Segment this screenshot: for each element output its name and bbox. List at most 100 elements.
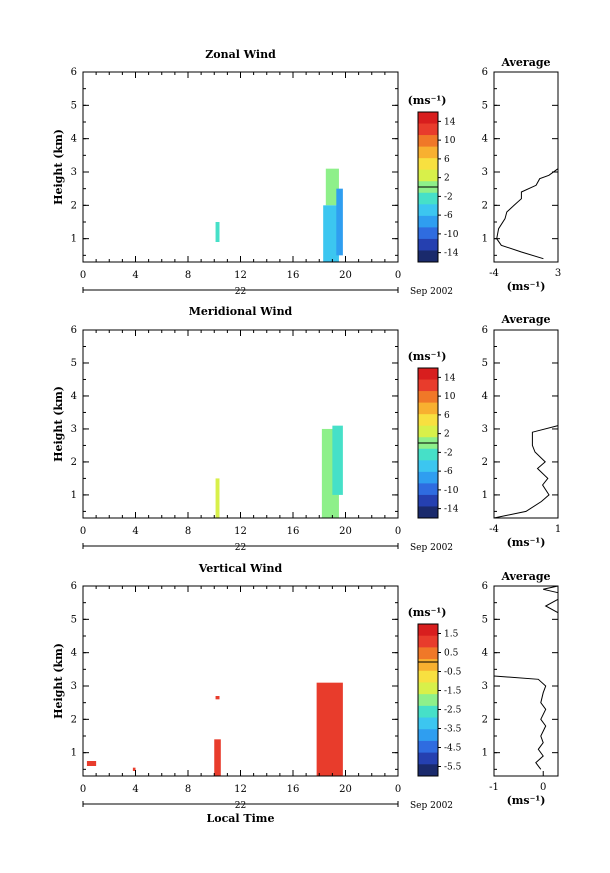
y-tick-label: 6 — [71, 67, 77, 78]
y-tick-label: 2 — [71, 457, 77, 468]
data-cell — [214, 739, 221, 776]
avg-y-tick-label: 6 — [482, 581, 488, 592]
avg-x-tick-label: 0 — [540, 782, 546, 793]
colorbar-tick-label: 10 — [444, 136, 456, 146]
colorbar-tick-label: 14 — [444, 117, 456, 127]
panel-title: Meridional Wind — [189, 305, 293, 318]
colorbar-unit: (ms⁻¹) — [408, 606, 447, 619]
average-frame — [493, 71, 559, 263]
y-tick-label: 2 — [71, 200, 77, 211]
colorbar-swatch — [418, 729, 438, 742]
y-tick-label: 4 — [71, 391, 77, 402]
colorbar-tick-label: -5.5 — [444, 763, 462, 773]
avg-y-tick-label: 2 — [482, 714, 488, 725]
avg-y-tick-label: 3 — [482, 167, 488, 178]
x-tick-label: 8 — [185, 526, 191, 537]
colorbar-swatch — [418, 227, 438, 240]
y-tick-label: 3 — [71, 424, 77, 435]
data-cell — [86, 761, 97, 766]
data-cell — [332, 425, 343, 495]
colorbar-swatch — [418, 448, 438, 461]
colorbar-swatch — [418, 204, 438, 217]
x-tick-label: 0 — [80, 784, 86, 795]
date-marker: 22 — [235, 287, 246, 297]
avg-y-tick-label: 5 — [482, 614, 488, 625]
date-label: Sep 2002 — [410, 801, 453, 811]
y-tick-label: 5 — [71, 358, 77, 369]
x-tick-label: 16 — [287, 270, 300, 281]
x-tick-label: 0 — [80, 270, 86, 281]
avg-y-tick-label: 3 — [482, 681, 488, 692]
y-tick-label: 4 — [71, 648, 77, 659]
data-cell — [215, 696, 220, 700]
y-tick-label: 3 — [71, 167, 77, 178]
colorbar-swatch — [418, 659, 438, 672]
y-tick-label: 3 — [71, 681, 77, 692]
avg-y-tick-label: 1 — [482, 234, 488, 245]
colorbar-tick-label: -2.5 — [444, 706, 462, 716]
colorbar-swatch — [418, 764, 438, 777]
y-tick-label: 6 — [71, 325, 77, 336]
colorbar-swatch — [418, 682, 438, 695]
y-tick-label: 5 — [71, 614, 77, 625]
x-tick-label: 8 — [185, 270, 191, 281]
colorbar-swatch — [418, 391, 438, 404]
avg-x-tick-label: 3 — [555, 268, 561, 279]
average-title: Average — [500, 313, 550, 326]
average-title: Average — [500, 56, 550, 69]
plot-frame — [82, 71, 399, 263]
y-axis-label: Height (km) — [52, 386, 65, 462]
colorbar: (ms⁻¹) 1.5 0.5 -0.5 -1.5 -2.5 -3.5 -4.5 -5.5 — [408, 606, 462, 777]
colorbar-swatch — [418, 460, 438, 473]
colorbar-swatch — [418, 471, 438, 484]
colorbar-swatch — [418, 112, 438, 125]
colorbar-tick-label: 10 — [444, 392, 456, 402]
colorbar-swatch — [418, 192, 438, 205]
x-tick-label: 16 — [287, 526, 300, 537]
colorbar-tick-label: -10 — [444, 230, 459, 240]
avg-y-tick-label: 6 — [482, 325, 488, 336]
date-label: Sep 2002 — [410, 287, 453, 297]
colorbar-swatch — [418, 158, 438, 171]
colorbar-swatch — [418, 717, 438, 730]
average-profile-line — [493, 425, 559, 519]
avg-y-tick-label: 5 — [482, 358, 488, 369]
avg-y-tick-label: 3 — [482, 424, 488, 435]
colorbar-swatch — [418, 250, 438, 263]
y-axis-label: Height (km) — [52, 643, 65, 719]
colorbar-swatch — [418, 494, 438, 507]
y-tick-label: 1 — [71, 748, 77, 759]
colorbar-tick-label: 2 — [444, 430, 450, 440]
avg-x-tick-label: -4 — [489, 524, 499, 535]
avg-y-tick-label: 5 — [482, 100, 488, 111]
colorbar-tick-label: -2 — [444, 448, 453, 458]
avg-y-tick-label: 4 — [482, 648, 488, 659]
x-tick-label: 12 — [234, 784, 247, 795]
avg-x-tick-label: 1 — [555, 524, 561, 535]
average-profile-line — [496, 168, 559, 260]
x-tick-label: 0 — [395, 526, 401, 537]
colorbar-swatch — [418, 635, 438, 648]
y-tick-label: 6 — [71, 581, 77, 592]
colorbar-tick-label: 14 — [444, 373, 456, 383]
colorbar-tick-label: -3.5 — [444, 725, 462, 735]
colorbar-tick-label: -14 — [444, 249, 459, 259]
date-label: Sep 2002 — [410, 543, 453, 553]
x-axis-label: Local Time — [207, 812, 275, 825]
x-tick-label: 4 — [132, 270, 138, 281]
colorbar-tick-label: 6 — [444, 411, 450, 421]
colorbar-swatch — [418, 379, 438, 392]
avg-y-tick-label: 1 — [482, 748, 488, 759]
colorbar: (ms⁻¹) 14 10 6 2 -2 -6 -10 -14 — [408, 350, 459, 519]
colorbar-tick-label: -1.5 — [444, 687, 462, 697]
colorbar-swatch — [418, 425, 438, 438]
avg-y-tick-label: 4 — [482, 134, 488, 145]
x-tick-label: 12 — [234, 526, 247, 537]
x-tick-label: 0 — [395, 270, 401, 281]
x-tick-label: 20 — [339, 784, 352, 795]
x-tick-label: 12 — [234, 270, 247, 281]
average-xlabel: (ms⁻¹) — [507, 536, 546, 549]
